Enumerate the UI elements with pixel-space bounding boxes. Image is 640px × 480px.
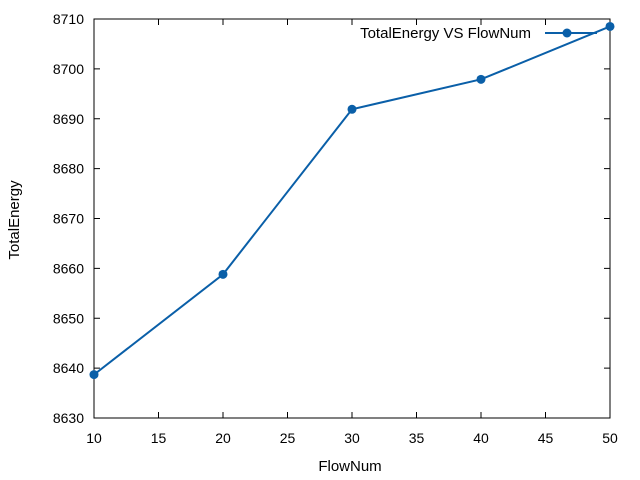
legend-marker-sample [562,28,572,38]
x-tick-label: 25 [280,430,296,446]
data-point [89,370,99,380]
y-tick-label: 8670 [53,211,84,227]
y-tick-label: 8660 [53,260,84,276]
y-tick-label: 8650 [53,310,84,326]
data-point [218,269,228,279]
series-line [93,25,611,376]
x-axis-label: FlowNum [318,458,381,475]
x-tick-label: 45 [538,430,554,446]
y-tick-label: 8690 [53,111,84,127]
x-tick-label: 15 [151,430,167,446]
legend: TotalEnergy VS FlowNum [360,25,597,42]
y-axis-ticks: 8630 8640 8650 8660 8670 8680 8690 8700 8710 [53,11,610,426]
x-axis-ticks: 10 15 20 25 30 35 40 45 50 [86,19,618,446]
data-point [347,104,357,114]
x-tick-label: 35 [409,430,425,446]
series-layer [89,21,615,380]
legend-label: TotalEnergy VS FlowNum [360,25,531,42]
plot-frame [93,18,611,419]
y-tick-label: 8640 [53,360,84,376]
y-tick-label: 8680 [53,161,84,177]
y-tick-label: 8710 [53,11,84,27]
data-point [476,74,486,84]
x-tick-label: 20 [215,430,231,446]
x-tick-label: 50 [602,430,618,446]
data-point [605,21,615,31]
x-tick-label: 10 [86,430,102,446]
y-tick-label: 8700 [53,61,84,77]
x-tick-label: 40 [473,430,489,446]
x-tick-label: 30 [344,430,360,446]
y-axis-label: TotalEnergy [6,180,23,260]
y-tick-label: 8630 [53,410,84,426]
